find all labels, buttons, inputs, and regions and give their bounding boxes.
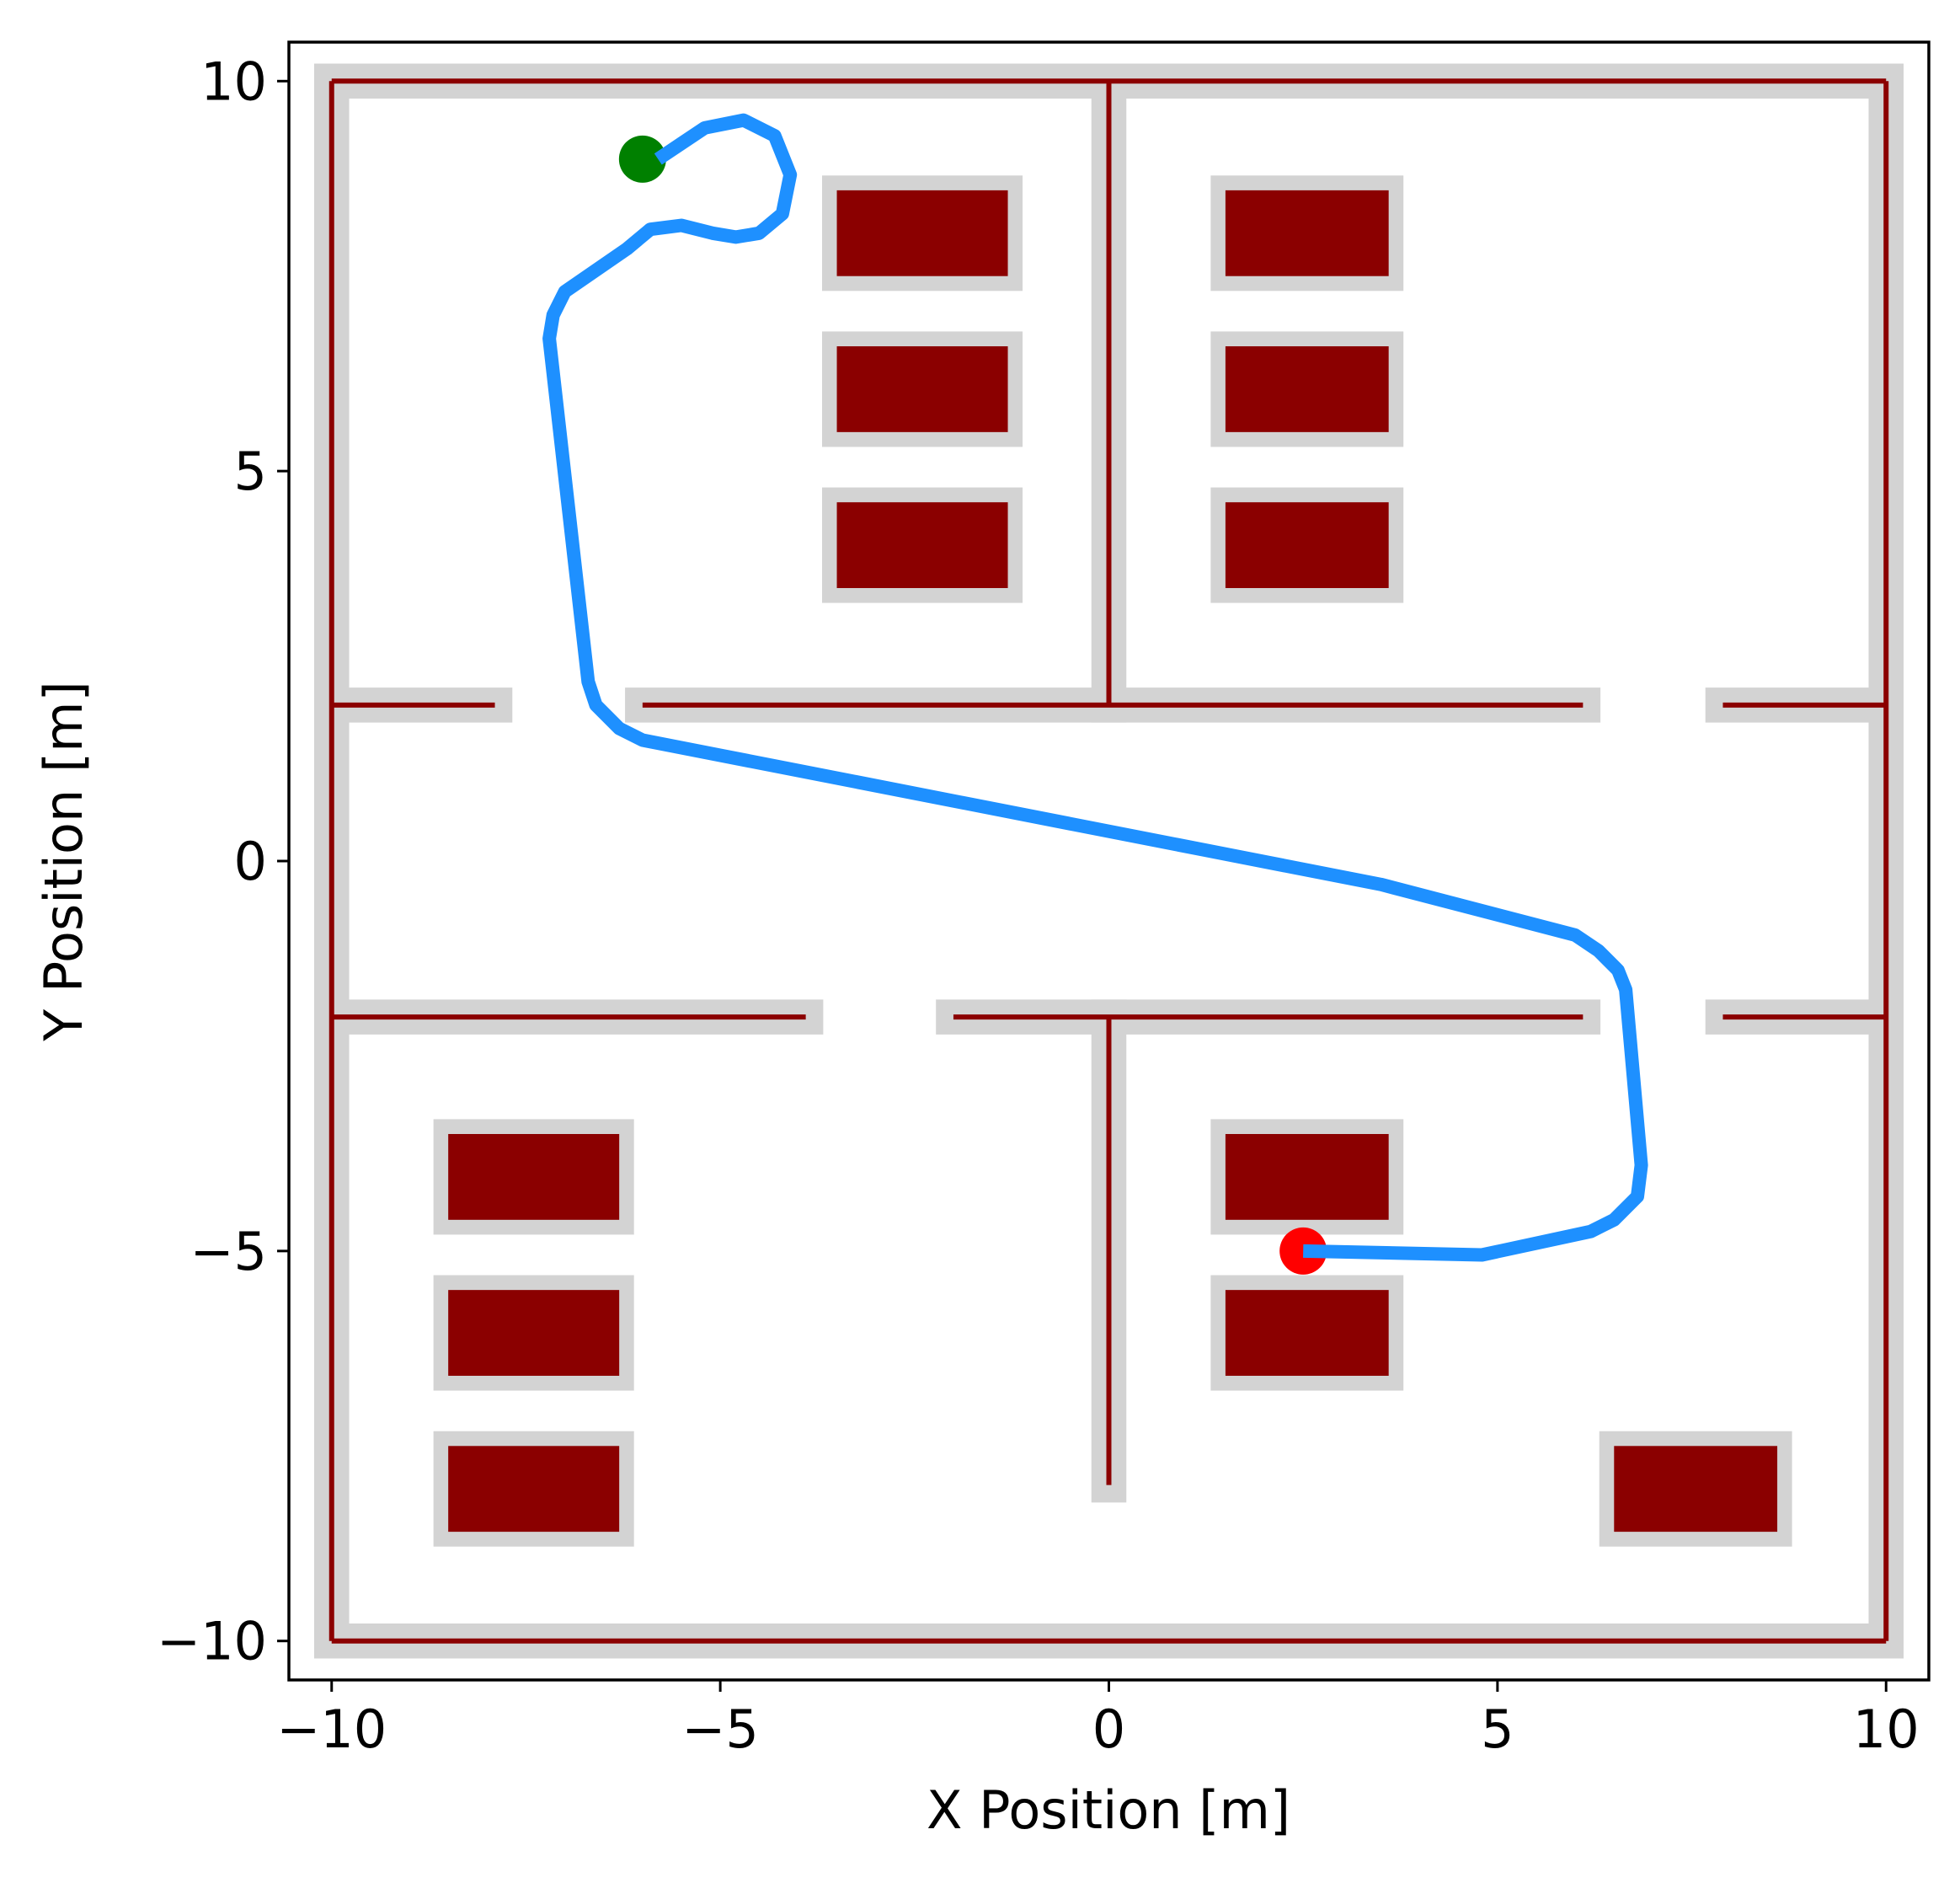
obstacle-0 — [836, 190, 1008, 276]
obstacle-3 — [1225, 190, 1389, 276]
path-line — [542, 113, 1648, 1262]
path-layer — [542, 113, 1648, 1262]
x-axis-label: X Position [m] — [927, 1779, 1290, 1841]
x-tick-label-2: 0 — [1092, 1698, 1125, 1760]
x-tick-label-1: −5 — [681, 1698, 758, 1760]
y-tick-label-1: −5 — [190, 1221, 267, 1282]
x-tick-label-4: 10 — [1853, 1698, 1920, 1760]
obstacle-11 — [1614, 1446, 1778, 1533]
x-tick-label-3: 5 — [1481, 1698, 1514, 1760]
wall-layer — [328, 78, 1889, 1644]
y-tick-label-3: 5 — [234, 441, 267, 502]
start-marker — [618, 135, 666, 183]
goal-marker — [1279, 1227, 1327, 1275]
obstacle-2 — [836, 502, 1008, 588]
obstacle-6 — [448, 1134, 620, 1220]
obstacle-9 — [1225, 1134, 1389, 1220]
y-tick-label-4: 10 — [200, 51, 267, 112]
x-tick-label-0: −10 — [276, 1698, 387, 1760]
marker-layer — [618, 135, 1327, 1275]
obstacle-8 — [448, 1446, 620, 1533]
obstacle-5 — [1225, 502, 1389, 588]
obstacle-7 — [448, 1290, 620, 1376]
obstacle-4 — [1225, 346, 1389, 432]
y-axis-label: Y Position [m] — [33, 681, 94, 1041]
y-tick-label-2: 0 — [234, 831, 267, 892]
y-tick-label-0: −10 — [157, 1611, 267, 1672]
obstacle-1 — [836, 346, 1008, 432]
obstacle-10 — [1225, 1290, 1389, 1376]
tick-layer: −10 −5 0 5 10 −10 −5 0 5 10 — [157, 51, 1920, 1760]
